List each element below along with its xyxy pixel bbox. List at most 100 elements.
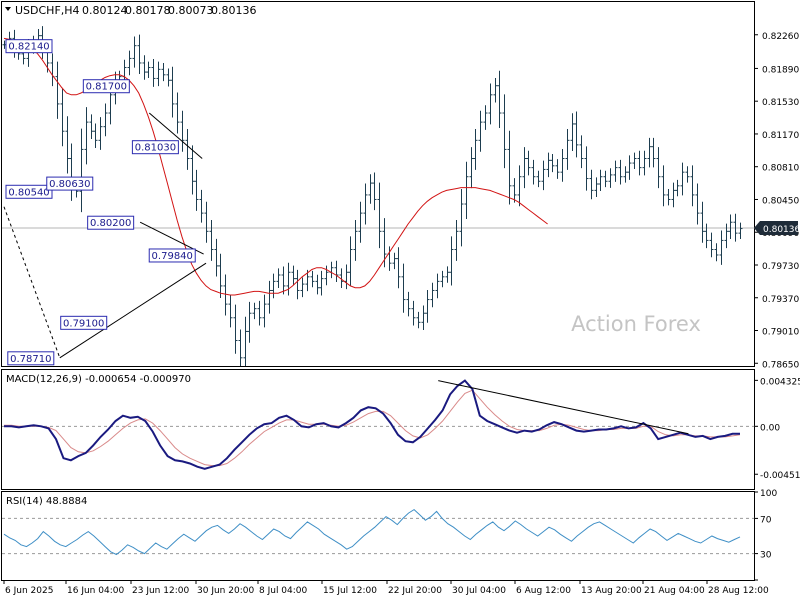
price-bar (218, 253, 223, 299)
price-bar (608, 168, 613, 188)
price-bar (238, 329, 243, 366)
price-bar (247, 301, 252, 343)
price-bar (445, 266, 450, 283)
price-bar (84, 107, 89, 165)
price-bar (55, 61, 60, 119)
price-level-text: 0.79840 (152, 251, 193, 262)
price-bar (685, 166, 690, 183)
price-level-text: 0.80200 (90, 218, 131, 229)
price-bar (570, 113, 575, 151)
price-bar (300, 277, 305, 298)
price-bar (60, 88, 65, 147)
rsi-tick-label: 70 (760, 515, 772, 525)
price-bar (93, 123, 98, 149)
chart-header-open: 0.80124 (82, 4, 128, 17)
price-tick-label: 0.78650 (762, 360, 799, 370)
price-level-label: 0.81700 (82, 79, 130, 94)
price-bar (555, 159, 560, 179)
macd-trendline (438, 380, 689, 435)
price-level-label: 0.82140 (5, 39, 53, 54)
price-bar (728, 214, 733, 240)
price-bar (627, 155, 632, 180)
price-bar (425, 290, 430, 323)
price-bar (459, 189, 464, 247)
price-bar (180, 110, 185, 152)
price-bar (175, 92, 180, 134)
price-bar (497, 70, 502, 129)
price-level-text: 0.80630 (49, 179, 90, 190)
price-level-label: 0.80540 (5, 184, 53, 199)
price-tick-label: 0.79010 (762, 328, 799, 338)
macd-signal-line (4, 389, 741, 467)
price-bar (675, 179, 680, 197)
macd-chart (2, 379, 755, 470)
price-bar (233, 304, 238, 354)
price-bar (363, 183, 368, 225)
price-bar (666, 189, 671, 206)
price-bar (98, 117, 103, 150)
price-bar (637, 150, 642, 176)
price-bar (589, 169, 594, 200)
price-bar (142, 55, 147, 80)
price-bar (190, 145, 195, 195)
price-bar (680, 162, 685, 196)
last-price-marker (754, 221, 798, 236)
chart-header: USDCHF,H4 0.80124 0.80178 0.80073 0.8013… (5, 4, 257, 17)
price-bar (243, 316, 248, 366)
price-bar (65, 116, 70, 174)
rsi-tick-label: 100 (760, 489, 777, 499)
symbol-arrow-icon[interactable] (5, 7, 11, 11)
price-bar (613, 160, 618, 182)
price-bar (334, 260, 339, 283)
price-bar (469, 147, 474, 189)
price-bar (440, 270, 445, 288)
price-bar (127, 50, 132, 76)
price-bar (358, 201, 363, 243)
price-bar (618, 159, 623, 185)
price-level-text: 0.81030 (135, 143, 176, 154)
price-bar (661, 165, 666, 207)
time-tick-label: 16 Jun 04:00 (67, 586, 124, 596)
price-bar (478, 110, 483, 152)
price-bar (185, 128, 190, 170)
watermark: Action Forex (571, 312, 701, 336)
price-bar (228, 294, 233, 328)
price-bar (416, 311, 421, 329)
price-bar (550, 154, 555, 173)
price-bar (276, 268, 281, 289)
price-bar (353, 219, 358, 261)
price-bar (671, 182, 676, 208)
price-bar (372, 172, 377, 211)
price-bar (310, 270, 315, 288)
price-bar (733, 213, 738, 242)
price-bar (526, 150, 531, 176)
price-bar (541, 160, 546, 191)
price-bar (435, 273, 440, 299)
price-tick-label: 0.80450 (762, 196, 799, 206)
price-bar (271, 273, 276, 299)
price-level-label: 0.80200 (87, 215, 135, 230)
price-bar (79, 128, 84, 213)
price-bar (719, 230, 724, 265)
time-tick-label: 30 Jul 04:00 (452, 586, 506, 596)
price-level-text: 0.80540 (8, 187, 49, 198)
price-bar (89, 114, 94, 139)
macd-tick-label: 0.00 (760, 423, 780, 433)
price-bar (430, 282, 435, 308)
price-level-box (148, 248, 196, 263)
price-tick-label: 0.82260 (762, 32, 799, 42)
price-bar (156, 61, 161, 87)
price-level-box (131, 140, 179, 155)
price-bar (281, 266, 286, 295)
time-tick-label: 28 Aug 12:00 (708, 586, 769, 596)
price-bar (214, 238, 219, 277)
price-trendline (148, 112, 203, 159)
rsi-chart (2, 508, 755, 556)
price-level-text: 0.82140 (8, 42, 49, 53)
price-bar (546, 152, 551, 178)
price-bar (286, 262, 291, 296)
chart-header-high: 0.80178 (125, 4, 171, 17)
price-bar (512, 178, 517, 203)
